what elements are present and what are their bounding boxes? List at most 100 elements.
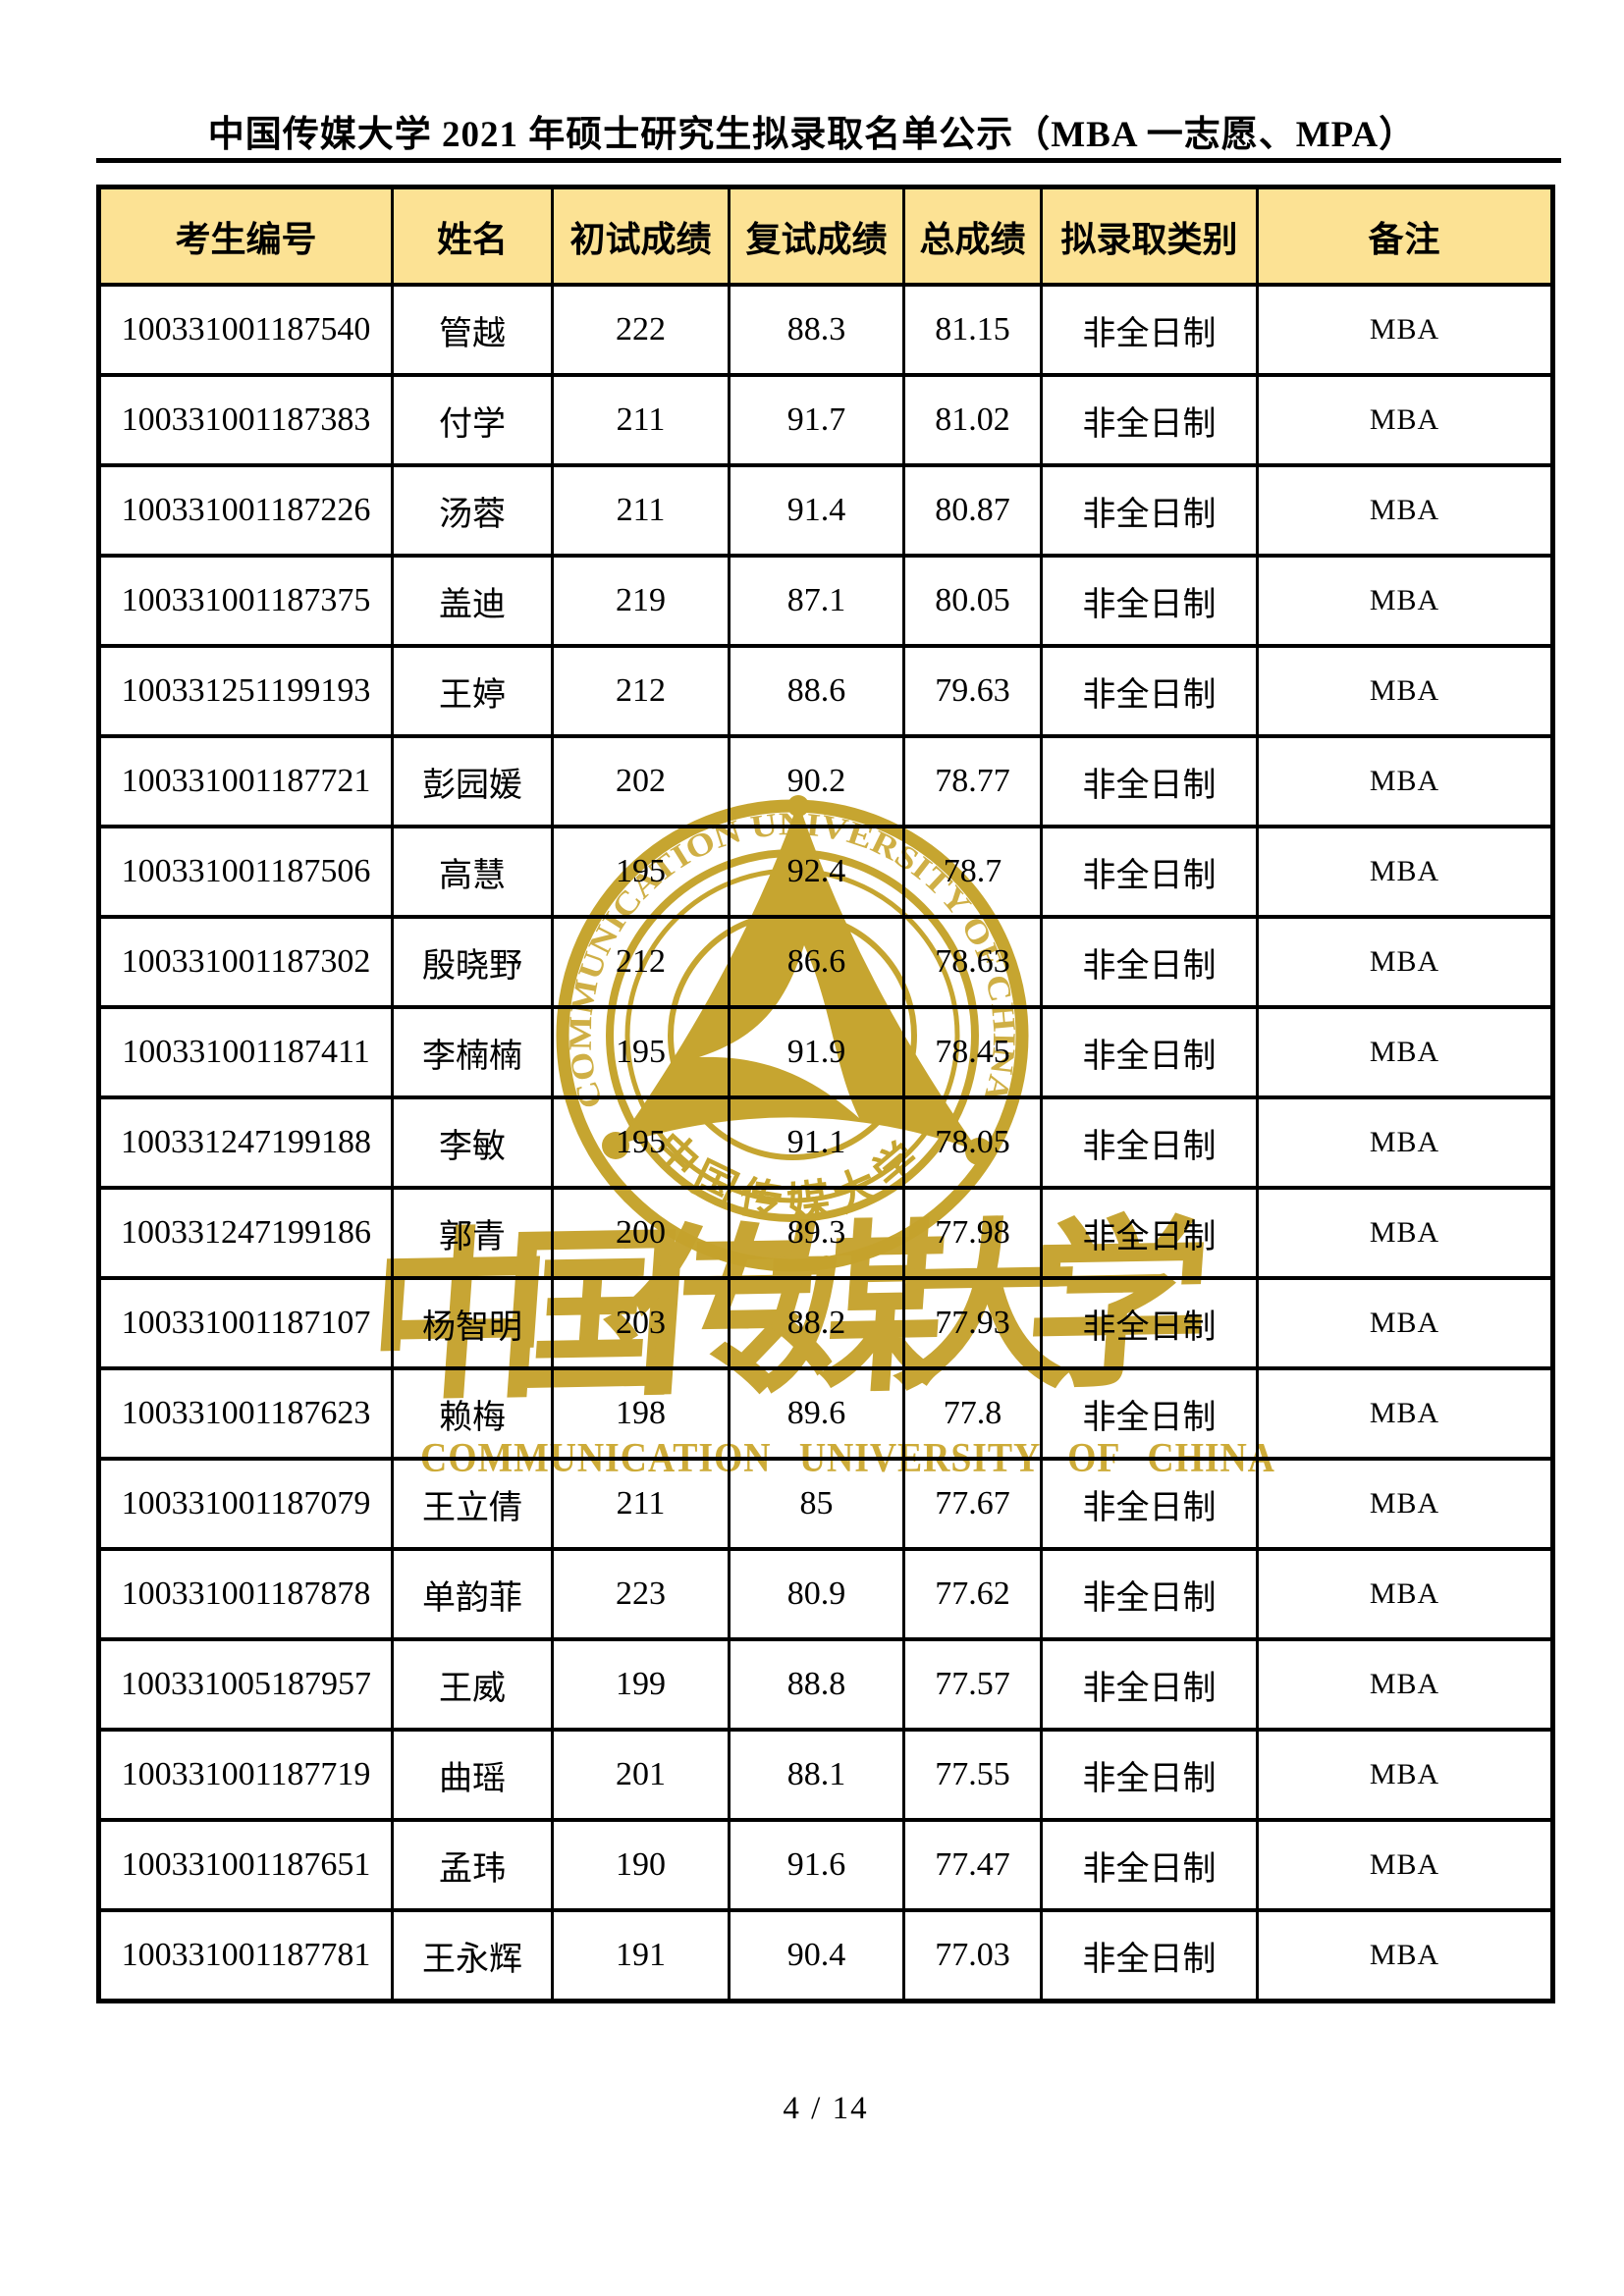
cell-exam-id: 100331001187623 bbox=[121, 1395, 371, 1431]
cell-initial-score: 199 bbox=[551, 1641, 728, 1728]
cell-exam-id: 100331001187781 bbox=[121, 1937, 371, 1973]
cell-initial-score: 219 bbox=[551, 558, 728, 644]
cell-total-score: 77.67 bbox=[902, 1461, 1040, 1547]
table-row: 100331001187878 单韵菲 223 80.9 77.62 非全日制 MBA bbox=[101, 1547, 1550, 1637]
cell-total-score: 78.77 bbox=[902, 738, 1040, 825]
cell-admission-type: 非全日制 bbox=[1040, 648, 1256, 734]
header-total-score: 总成绩 bbox=[902, 189, 1040, 283]
cell-admission-type: 非全日制 bbox=[1040, 467, 1256, 554]
cell-retest-score: 89.6 bbox=[728, 1370, 902, 1457]
cell-name: 王立倩 bbox=[391, 1461, 551, 1547]
table-row: 100331001187719 曲瑶 201 88.1 77.55 非全日制 MBA bbox=[101, 1728, 1550, 1818]
cell-remark: MBA bbox=[1256, 1551, 1550, 1637]
cell-initial-score: 211 bbox=[551, 467, 728, 554]
cell-admission-type: 非全日制 bbox=[1040, 377, 1256, 463]
cell-total-score: 77.57 bbox=[902, 1641, 1040, 1728]
table-row: 100331001187411 李楠楠 195 91.9 78.45 非全日制 MBA bbox=[101, 1005, 1550, 1095]
cell-retest-score: 89.3 bbox=[728, 1190, 902, 1276]
cell-remark: MBA bbox=[1256, 738, 1550, 825]
cell-total-score: 77.03 bbox=[902, 1912, 1040, 1999]
cell-retest-score: 90.4 bbox=[728, 1912, 902, 1999]
cell-remark: MBA bbox=[1256, 1190, 1550, 1276]
cell-remark: MBA bbox=[1256, 377, 1550, 463]
cell-initial-score: 212 bbox=[551, 648, 728, 734]
cell-admission-type: 非全日制 bbox=[1040, 1551, 1256, 1637]
cell-total-score: 78.63 bbox=[902, 919, 1040, 1005]
cell-initial-score: 203 bbox=[551, 1280, 728, 1366]
cell-total-score: 77.55 bbox=[902, 1732, 1040, 1818]
cell-name: 彭园媛 bbox=[391, 738, 551, 825]
cell-admission-type: 非全日制 bbox=[1040, 1009, 1256, 1095]
cell-admission-type: 非全日制 bbox=[1040, 1912, 1256, 1999]
cell-exam-id: 100331001187226 bbox=[121, 492, 371, 528]
cell-name: 王威 bbox=[391, 1641, 551, 1728]
cell-total-score: 80.05 bbox=[902, 558, 1040, 644]
cell-admission-type: 非全日制 bbox=[1040, 1280, 1256, 1366]
header-remark: 备注 bbox=[1256, 189, 1550, 283]
cell-initial-score: 200 bbox=[551, 1190, 728, 1276]
cell-admission-type: 非全日制 bbox=[1040, 919, 1256, 1005]
cell-retest-score: 88.3 bbox=[728, 287, 902, 373]
table-row: 100331001187079 王立倩 211 85 77.67 非全日制 MBA bbox=[101, 1457, 1550, 1547]
cell-total-score: 78.7 bbox=[902, 828, 1040, 915]
cell-remark: MBA bbox=[1256, 287, 1550, 373]
table-row: 100331001187226 汤蓉 211 91.4 80.87 非全日制 MBA bbox=[101, 463, 1550, 554]
cell-exam-id: 100331001187411 bbox=[122, 1034, 370, 1070]
cell-admission-type: 非全日制 bbox=[1040, 1822, 1256, 1908]
cell-retest-score: 86.6 bbox=[728, 919, 902, 1005]
header-admission-type: 拟录取类别 bbox=[1040, 189, 1256, 283]
cell-remark: MBA bbox=[1256, 1280, 1550, 1366]
cell-initial-score: 212 bbox=[551, 919, 728, 1005]
cell-retest-score: 85 bbox=[728, 1461, 902, 1547]
cell-initial-score: 195 bbox=[551, 1009, 728, 1095]
table-row: 100331001187383 付学 211 91.7 81.02 非全日制 MBA bbox=[101, 373, 1550, 463]
cell-exam-id: 100331001187302 bbox=[121, 943, 371, 980]
cell-retest-score: 88.1 bbox=[728, 1732, 902, 1818]
cell-exam-id: 100331001187721 bbox=[121, 763, 371, 799]
cell-total-score: 77.47 bbox=[902, 1822, 1040, 1908]
table-row: 100331001187721 彭园媛 202 90.2 78.77 非全日制 MBA bbox=[101, 734, 1550, 825]
cell-remark: MBA bbox=[1256, 1822, 1550, 1908]
cell-admission-type: 非全日制 bbox=[1040, 1461, 1256, 1547]
cell-name: 王婷 bbox=[391, 648, 551, 734]
cell-admission-type: 非全日制 bbox=[1040, 738, 1256, 825]
table-row: 100331247199186 郭青 200 89.3 77.98 非全日制 MBA bbox=[101, 1186, 1550, 1276]
cell-retest-score: 80.9 bbox=[728, 1551, 902, 1637]
cell-exam-id: 100331001187651 bbox=[121, 1846, 371, 1883]
cell-remark: MBA bbox=[1256, 828, 1550, 915]
header-name: 姓名 bbox=[391, 189, 551, 283]
cell-name: 盖迪 bbox=[391, 558, 551, 644]
cell-name: 李敏 bbox=[391, 1099, 551, 1186]
cell-exam-id: 100331001187107 bbox=[121, 1305, 371, 1341]
cell-remark: MBA bbox=[1256, 648, 1550, 734]
cell-initial-score: 211 bbox=[551, 377, 728, 463]
cell-initial-score: 190 bbox=[551, 1822, 728, 1908]
cell-initial-score: 223 bbox=[551, 1551, 728, 1637]
cell-total-score: 78.05 bbox=[902, 1099, 1040, 1186]
cell-name: 管越 bbox=[391, 287, 551, 373]
cell-admission-type: 非全日制 bbox=[1040, 558, 1256, 644]
cell-initial-score: 198 bbox=[551, 1370, 728, 1457]
table-header-row: 考生编号 姓名 初试成绩 复试成绩 总成绩 拟录取类别 备注 bbox=[101, 189, 1550, 283]
cell-remark: MBA bbox=[1256, 1461, 1550, 1547]
cell-retest-score: 88.2 bbox=[728, 1280, 902, 1366]
cell-retest-score: 91.1 bbox=[728, 1099, 902, 1186]
cell-total-score: 77.93 bbox=[902, 1280, 1040, 1366]
cell-total-score: 81.15 bbox=[902, 287, 1040, 373]
cell-admission-type: 非全日制 bbox=[1040, 1370, 1256, 1457]
table-row: 100331001187623 赖梅 198 89.6 77.8 非全日制 MBA bbox=[101, 1366, 1550, 1457]
cell-name: 汤蓉 bbox=[391, 467, 551, 554]
cell-initial-score: 211 bbox=[551, 1461, 728, 1547]
cell-admission-type: 非全日制 bbox=[1040, 1099, 1256, 1186]
cell-retest-score: 87.1 bbox=[728, 558, 902, 644]
cell-admission-type: 非全日制 bbox=[1040, 1732, 1256, 1818]
cell-remark: MBA bbox=[1256, 1370, 1550, 1457]
table-row: 100331001187375 盖迪 219 87.1 80.05 非全日制 MBA bbox=[101, 554, 1550, 644]
cell-exam-id: 100331001187506 bbox=[121, 853, 371, 889]
cell-name: 付学 bbox=[391, 377, 551, 463]
admission-table: 考生编号 姓名 初试成绩 复试成绩 总成绩 拟录取类别 备注 100331001… bbox=[96, 185, 1555, 2003]
cell-total-score: 79.63 bbox=[902, 648, 1040, 734]
cell-total-score: 80.87 bbox=[902, 467, 1040, 554]
table-row: 100331251199193 王婷 212 88.6 79.63 非全日制 MBA bbox=[101, 644, 1550, 734]
